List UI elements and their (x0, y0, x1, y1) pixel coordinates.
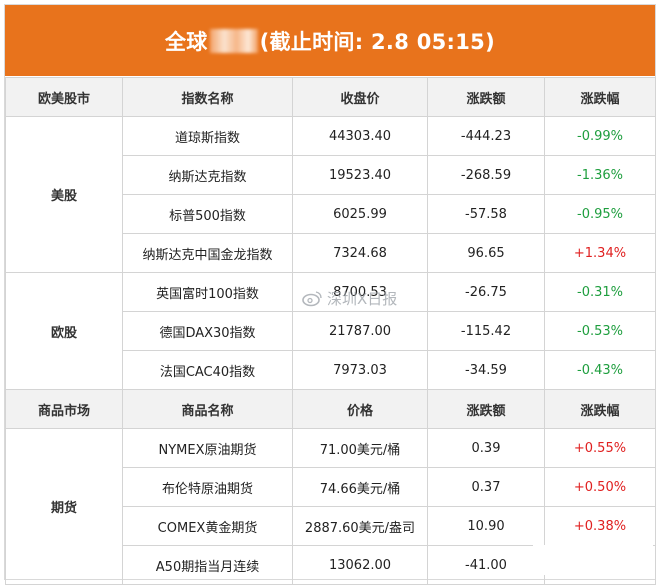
change-cell: -268.59 (427, 155, 545, 195)
header-cell: 商品市场 (5, 389, 123, 429)
change-cell: -41.00 (427, 545, 545, 585)
market-table: 欧美股市 指数名称 收盘价 涨跌额 涨跌幅 美股 道琼斯指数 44303.40 -444.23-… (5, 77, 656, 585)
table-row: 法国CAC40指数 7973.03 -34.59 -0.43% (6, 350, 656, 390)
table-row: 纳斯达克中国金龙指数 7324.68 96.65 +1.34% (6, 233, 656, 273)
corner-watermark (533, 545, 653, 575)
change-cell: -115.42 (427, 311, 545, 351)
header-cell: 涨跌额 (427, 77, 545, 117)
change-cell: -26.75 (427, 272, 545, 312)
change-cell: 96.65 (427, 233, 545, 273)
group-label: 美股 (5, 116, 123, 273)
item-name-cell: COMEX黄金期货 (122, 506, 293, 546)
price-cell: 7973.03 (292, 350, 428, 390)
table-row: 美股 道琼斯指数 44303.40 -444.23 -0.99% (5, 116, 656, 273)
header-row: 商品市场 商品名称 价格 涨跌额 涨跌幅 (5, 389, 656, 429)
percent-change-cell: +1.34% (544, 233, 656, 273)
header-cell: 欧美股市 (5, 77, 123, 117)
item-name-cell: NYMEX原油期货 (122, 428, 293, 468)
price-cell: 13062.00 (292, 545, 428, 585)
price-cell: 44303.40 (292, 116, 428, 156)
header-cell: 商品名称 (122, 389, 293, 429)
table-row: 期货 NYMEX原油期货 71.00美元/桶 0.39 +0.55% (5, 428, 656, 585)
group-label: 欧股 (5, 272, 123, 390)
header-cell: 涨跌幅 (544, 77, 656, 117)
percent-change-cell: -0.43% (544, 350, 656, 390)
change-cell: 10.90 (427, 506, 545, 546)
title-right: (截止时间: 2.8 05:15) (259, 29, 495, 54)
price-cell: 74.66美元/桶 (292, 467, 428, 507)
percent-change-cell: -0.95% (544, 194, 656, 234)
percent-change-cell: -0.53% (544, 311, 656, 351)
percent-change-cell: -0.99% (544, 116, 656, 156)
change-cell: -34.59 (427, 350, 545, 390)
percent-change-cell: -1.36% (544, 155, 656, 195)
header-cell: 收盘价 (292, 77, 428, 117)
percent-change-cell: +0.50% (544, 467, 656, 507)
market-summary-card: 全球 (截止时间: 2.8 05:15) 欧美股市 指数名称 收盘价 涨跌额 涨跌幅 美股… (4, 4, 656, 585)
item-name-cell: A50期指当月连续 (122, 545, 293, 585)
price-cell: 71.00美元/桶 (292, 428, 428, 468)
item-name-cell: 法国CAC40指数 (122, 350, 293, 390)
table-row: COMEX黄金期货 2887.60美元/盎司 10.90 +0.38% (6, 506, 656, 546)
table-row: 标普500指数 6025.99 -57.58 -0.95% (6, 194, 656, 234)
price-cell: 8700.53 (292, 272, 428, 312)
table-row: 布伦特原油期货 74.66美元/桶 0.37 +0.50% (6, 467, 656, 507)
percent-change-cell: +0.38% (544, 506, 656, 546)
price-cell: 7324.68 (292, 233, 428, 273)
change-cell: -444.23 (427, 116, 545, 156)
redacted-text-blur (209, 28, 258, 53)
title-left: 全球 (165, 29, 208, 54)
item-name-cell: 德国DAX30指数 (122, 311, 293, 351)
change-cell: 0.37 (427, 467, 545, 507)
header-cell: 涨跌幅 (544, 389, 656, 429)
change-cell: -57.58 (427, 194, 545, 234)
group-label: 期货 (5, 428, 123, 585)
item-name-cell: 标普500指数 (122, 194, 293, 234)
table-row: 欧股 英国富时100指数 8700.53 -26.75 -0.31% (5, 272, 656, 390)
title-bar: 全球 (截止时间: 2.8 05:15) (5, 5, 655, 76)
table-row: 纳斯达克指数 19523.40 -268.59 -1.36% (6, 155, 656, 195)
change-cell: 0.39 (427, 428, 545, 468)
header-cell: 涨跌额 (427, 389, 545, 429)
percent-change-cell: -0.31% (544, 272, 656, 312)
price-cell: 21787.00 (292, 311, 428, 351)
item-name-cell: 布伦特原油期货 (122, 467, 293, 507)
price-cell: 6025.99 (292, 194, 428, 234)
header-cell: 指数名称 (122, 77, 293, 117)
price-cell: 2887.60美元/盎司 (292, 506, 428, 546)
header-cell: 价格 (292, 389, 428, 429)
item-name-cell: 道琼斯指数 (122, 116, 293, 156)
price-cell: 19523.40 (292, 155, 428, 195)
table-row: 德国DAX30指数 21787.00 -115.42 -0.53% (6, 311, 656, 351)
item-name-cell: 纳斯达克指数 (122, 155, 293, 195)
header-row: 欧美股市 指数名称 收盘价 涨跌额 涨跌幅 (5, 77, 656, 117)
percent-change-cell: +0.55% (544, 428, 656, 468)
item-name-cell: 英国富时100指数 (122, 272, 293, 312)
item-name-cell: 纳斯达克中国金龙指数 (122, 233, 293, 273)
